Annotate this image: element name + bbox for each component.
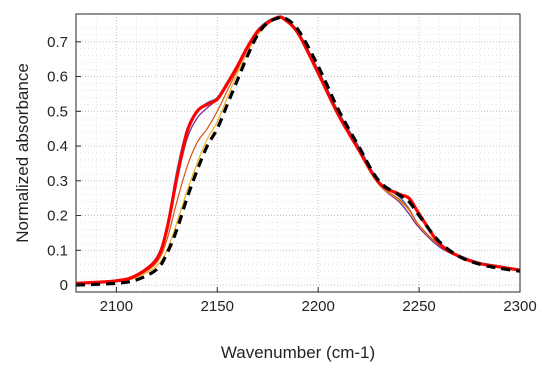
x-axis-label: Wavenumber (cm-1) [221, 343, 375, 362]
x-tick-label: 2150 [201, 298, 234, 315]
plot-area [76, 14, 520, 292]
y-tick-label: 0 [60, 277, 68, 294]
y-tick-label: 0.3 [47, 173, 68, 190]
x-tick-label: 2300 [503, 298, 536, 315]
axes-frame [75, 13, 521, 293]
y-axis-label: Normalized absorbance [13, 63, 32, 243]
y-tick-label: 0.7 [47, 34, 68, 51]
y-tick-label: 0.2 [47, 208, 68, 225]
y-tick-label: 0.4 [47, 138, 68, 155]
series-line-6 [76, 15, 520, 287]
x-tick-label: 2100 [100, 298, 133, 315]
grid [75, 14, 521, 293]
x-tick-label: 2250 [402, 298, 435, 315]
x-tick-label: 2200 [301, 298, 334, 315]
y-tick-label: 0.1 [47, 242, 68, 259]
y-tick-label: 0.6 [47, 69, 68, 86]
ticks: 2100 2150 2200 2250 2300 0 0.1 0.2 0.3 0.4 0.5 0.6 0… [47, 34, 537, 315]
series-layer [76, 15, 520, 287]
y-tick-label: 0.5 [47, 103, 68, 120]
